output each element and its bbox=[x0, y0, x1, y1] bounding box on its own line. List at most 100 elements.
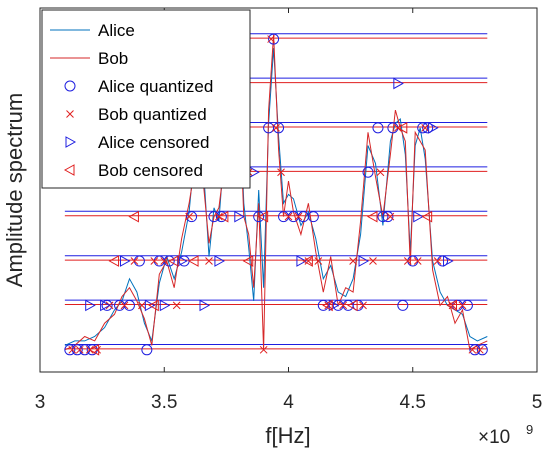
bob-censored-marker bbox=[168, 255, 179, 267]
alice-quantized-marker bbox=[382, 211, 394, 223]
bob-censored-marker bbox=[366, 210, 378, 223]
bob-quantized-marker bbox=[160, 257, 169, 265]
alice-censored-marker bbox=[443, 255, 454, 267]
alice-censored-marker bbox=[159, 299, 171, 312]
x-tick-label: 4.5 bbox=[400, 392, 426, 413]
bob-quantized-marker bbox=[172, 301, 181, 310]
alice-quantized-marker bbox=[397, 299, 409, 311]
bob-quantized-marker bbox=[277, 168, 285, 177]
x-ticks: 3 3.5 4 4.5 5 bbox=[35, 8, 543, 413]
bob-censored-marker bbox=[396, 122, 408, 134]
marker-layer bbox=[64, 33, 488, 356]
alice-quantized-marker bbox=[422, 122, 434, 134]
legend-item: Bob bbox=[50, 49, 128, 68]
bob-quantized-marker bbox=[75, 345, 84, 354]
legend-item: Bob quantized bbox=[66, 105, 207, 124]
bob-quantized-marker bbox=[272, 124, 280, 132]
bob-censored-marker bbox=[446, 299, 458, 312]
legend-label: Alice quantized bbox=[98, 77, 213, 96]
bob-quantized-marker bbox=[339, 301, 348, 310]
bob-quantized-marker bbox=[185, 212, 193, 221]
alice-quantized-marker bbox=[186, 211, 198, 223]
bob-quantized-marker bbox=[68, 345, 77, 354]
y-axis-label: Amplitude spectrum bbox=[2, 93, 27, 287]
alice-quantized-marker bbox=[273, 122, 285, 134]
series-layer bbox=[64, 34, 488, 351]
bob-censored-marker bbox=[242, 255, 254, 267]
legend-item: Alice bbox=[50, 21, 135, 40]
bob-quantized-marker bbox=[359, 301, 367, 310]
alice-censored-marker bbox=[177, 255, 188, 267]
bob-censored-marker bbox=[148, 299, 159, 312]
x-axis-label: f[Hz] bbox=[265, 423, 310, 448]
alice-censored-marker bbox=[428, 122, 439, 134]
legend-label: Alice bbox=[98, 21, 135, 40]
x-exponent-base: ×10 bbox=[478, 427, 510, 448]
x-tick-label: 3.5 bbox=[151, 392, 177, 413]
legend-bob-censored-marker bbox=[63, 164, 75, 176]
bob-censored-marker bbox=[347, 299, 358, 312]
bob-quantized-marker bbox=[475, 345, 484, 354]
alice-quantized-marker bbox=[377, 211, 389, 223]
bob-quantized-marker bbox=[403, 257, 412, 265]
bob-quantized-marker bbox=[324, 301, 333, 310]
alice-censored-marker bbox=[144, 299, 156, 312]
x-tick-label: 4 bbox=[283, 392, 294, 413]
bob-quantized-marker bbox=[386, 212, 395, 221]
bob-censored-marker bbox=[217, 210, 229, 223]
bob-quantized-marker bbox=[120, 301, 129, 310]
legend-label: Bob bbox=[98, 49, 128, 68]
bob-quantized-marker bbox=[413, 257, 422, 265]
bob-quantized-marker bbox=[349, 257, 357, 265]
bob-censored-marker bbox=[421, 210, 433, 223]
legend-bob-quantized-marker bbox=[66, 110, 74, 118]
alice-censored-marker bbox=[393, 77, 404, 90]
alice-censored-marker bbox=[119, 255, 131, 267]
alice-censored-marker bbox=[199, 299, 211, 312]
legend-box bbox=[41, 9, 251, 189]
alice-censored-marker bbox=[328, 299, 340, 312]
bob-quantized-marker bbox=[369, 257, 377, 265]
bob-quantized-marker bbox=[458, 301, 467, 310]
alice-censored-marker bbox=[100, 299, 111, 312]
bob-quantized-marker bbox=[448, 301, 457, 310]
bob-quantized-marker bbox=[421, 124, 430, 132]
bob-quantized-marker bbox=[468, 345, 477, 354]
x-tick-label: 5 bbox=[532, 392, 543, 413]
alice-quantized-marker bbox=[476, 344, 488, 356]
alice-censored-marker bbox=[234, 210, 245, 223]
legend-label: Bob quantized bbox=[98, 105, 207, 124]
legend-label: Alice censored bbox=[98, 133, 210, 152]
legend-item: Alice quantized bbox=[64, 77, 213, 96]
legend-label: Bob censored bbox=[98, 161, 203, 180]
bob-censored-marker bbox=[322, 299, 333, 312]
alice-censored-marker bbox=[413, 210, 424, 223]
legend-item: Alice censored bbox=[65, 133, 210, 152]
x-tick-label: 3 bbox=[35, 392, 46, 413]
bob-quantized-marker bbox=[259, 345, 268, 354]
bob-quantized-marker bbox=[294, 212, 303, 221]
bob-censored-marker bbox=[257, 210, 269, 223]
x-exponent-power: 9 bbox=[526, 422, 533, 437]
alice-quantized-marker bbox=[362, 166, 374, 178]
legend-alice-quantized-marker bbox=[64, 80, 76, 92]
alice-quantized-marker bbox=[372, 122, 384, 134]
bob-censored-marker bbox=[88, 343, 100, 356]
bob-quantized-marker bbox=[150, 257, 159, 265]
alice-quantized-marker bbox=[307, 211, 319, 223]
legend: Alice Bob Alice quantized Bob quantized Alic… bbox=[41, 9, 251, 189]
bob-censored-marker bbox=[108, 255, 120, 267]
alice-quantized-marker bbox=[215, 211, 227, 223]
bob-quantized-marker bbox=[267, 35, 275, 43]
alice-censored-marker bbox=[214, 255, 225, 267]
bob-quantized-marker bbox=[138, 301, 146, 310]
alice-quantized-marker bbox=[64, 344, 76, 356]
bob-quantized-marker bbox=[205, 257, 213, 265]
alice-quantized-marker bbox=[417, 122, 429, 134]
bob-quantized-marker bbox=[284, 212, 293, 221]
alice-quantized-marker bbox=[253, 211, 265, 223]
bob-censored-marker bbox=[188, 255, 199, 267]
bob-quantized-marker bbox=[130, 257, 139, 265]
bob-quantized-marker bbox=[376, 168, 385, 177]
bob-censored-marker bbox=[302, 255, 313, 267]
